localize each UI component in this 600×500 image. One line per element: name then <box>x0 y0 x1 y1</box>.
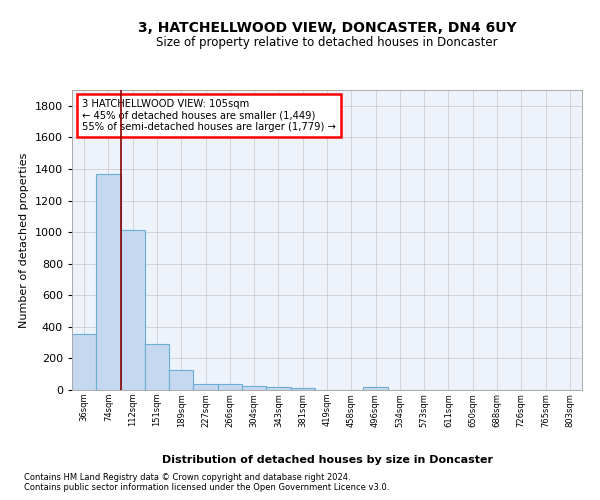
Text: 3, HATCHELLWOOD VIEW, DONCASTER, DN4 6UY: 3, HATCHELLWOOD VIEW, DONCASTER, DN4 6UY <box>137 20 517 34</box>
Bar <box>72 334 96 390</box>
Text: Distribution of detached houses by size in Doncaster: Distribution of detached houses by size … <box>161 455 493 465</box>
Bar <box>96 174 121 390</box>
Bar <box>145 344 169 390</box>
Bar <box>266 387 290 390</box>
Bar <box>121 230 145 390</box>
Bar <box>242 386 266 390</box>
Text: Size of property relative to detached houses in Doncaster: Size of property relative to detached ho… <box>156 36 498 49</box>
Text: Contains HM Land Registry data © Crown copyright and database right 2024.: Contains HM Land Registry data © Crown c… <box>24 473 350 482</box>
Bar <box>364 387 388 390</box>
Y-axis label: Number of detached properties: Number of detached properties <box>19 152 29 328</box>
Bar <box>193 384 218 390</box>
Text: Contains public sector information licensed under the Open Government Licence v3: Contains public sector information licen… <box>24 483 389 492</box>
Bar <box>169 370 193 390</box>
Bar <box>290 388 315 390</box>
Bar <box>218 384 242 390</box>
Text: 3 HATCHELLWOOD VIEW: 105sqm
← 45% of detached houses are smaller (1,449)
55% of : 3 HATCHELLWOOD VIEW: 105sqm ← 45% of det… <box>82 99 336 132</box>
